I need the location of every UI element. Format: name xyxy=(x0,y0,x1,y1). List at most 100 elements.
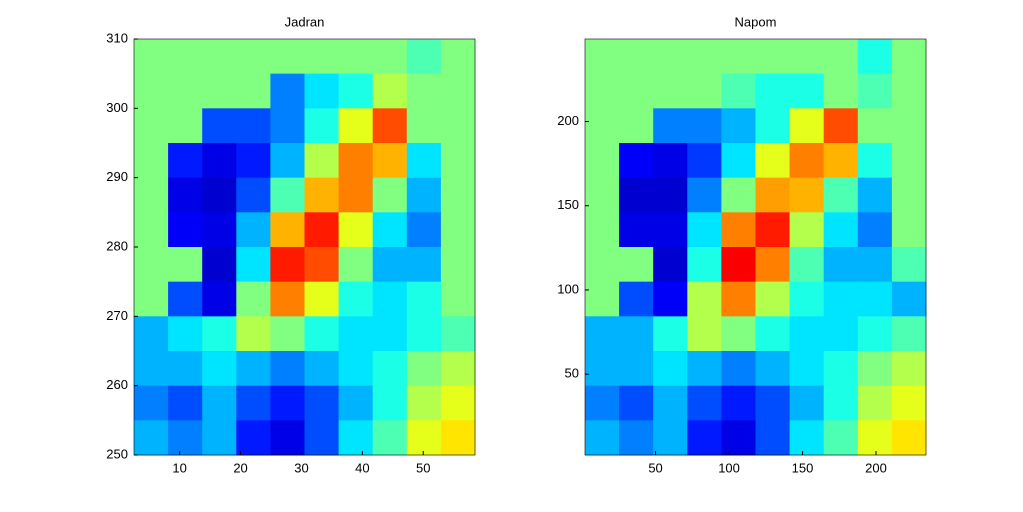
heat-cell xyxy=(406,351,442,387)
heat-cell xyxy=(789,143,825,179)
heat-cell xyxy=(687,385,722,421)
heat-cell xyxy=(338,212,374,248)
heat-cell xyxy=(270,247,305,283)
heat-cell xyxy=(789,212,825,248)
heat-cell xyxy=(134,177,169,213)
heat-cell xyxy=(619,143,654,179)
heat-cell xyxy=(304,39,340,75)
heat-cell xyxy=(134,316,169,352)
heat-cell xyxy=(823,177,859,213)
heat-cell xyxy=(687,212,722,248)
heat-cell xyxy=(202,420,237,456)
heat-cell xyxy=(406,316,442,352)
heat-cell xyxy=(585,316,620,352)
heat-cell xyxy=(687,108,722,144)
heat-cell xyxy=(270,420,305,456)
heat-cell xyxy=(168,316,203,352)
heat-cell xyxy=(755,385,791,421)
heat-cell xyxy=(236,247,271,283)
heat-cell xyxy=(755,39,791,75)
heat-cell xyxy=(755,212,791,248)
heat-cell xyxy=(653,143,688,179)
heat-cell xyxy=(619,177,654,213)
heat-cell xyxy=(857,177,893,213)
y-tick-label: 290 xyxy=(106,169,128,184)
heat-cell xyxy=(789,351,825,387)
heat-cell xyxy=(857,385,893,421)
heat-cell xyxy=(372,73,408,109)
heat-cell xyxy=(721,108,756,144)
heat-cell xyxy=(619,73,654,109)
heat-cell xyxy=(585,73,620,109)
heat-cell xyxy=(406,39,442,75)
plot-frame xyxy=(584,38,927,456)
heat-cell xyxy=(619,212,654,248)
heat-cell xyxy=(338,316,374,352)
heat-cell xyxy=(338,281,374,317)
heat-cell xyxy=(789,177,825,213)
heat-cell xyxy=(891,108,927,144)
heat-cell xyxy=(304,73,340,109)
heat-cell xyxy=(585,212,620,248)
heat-cell xyxy=(236,281,271,317)
heat-cell xyxy=(653,281,688,317)
heat-cell xyxy=(721,247,756,283)
heat-cell xyxy=(721,385,756,421)
heat-cell xyxy=(823,108,859,144)
heat-cell xyxy=(619,39,654,75)
heat-cell xyxy=(823,247,859,283)
heat-cell xyxy=(270,108,305,144)
heat-cell xyxy=(134,247,169,283)
heat-cell xyxy=(823,143,859,179)
heat-cell xyxy=(653,316,688,352)
heat-cell xyxy=(857,73,893,109)
heat-cell xyxy=(406,420,442,456)
heat-cell xyxy=(202,247,237,283)
heat-cell xyxy=(789,39,825,75)
heat-cell xyxy=(338,177,374,213)
x-tick-label: 150 xyxy=(792,460,814,475)
heat-cell xyxy=(789,316,825,352)
heat-cell xyxy=(755,420,791,456)
heat-cell xyxy=(789,247,825,283)
heat-cell xyxy=(304,108,340,144)
heat-cell xyxy=(270,177,305,213)
heat-cell xyxy=(687,73,722,109)
y-tick-label: 50 xyxy=(565,366,579,381)
heat-cell xyxy=(755,316,791,352)
heat-cell xyxy=(687,247,722,283)
heat-cell xyxy=(406,177,442,213)
heat-cell xyxy=(721,177,756,213)
y-tick-label: 270 xyxy=(106,308,128,323)
heat-cell xyxy=(585,420,620,456)
y-tick-label: 150 xyxy=(557,197,579,212)
heat-cell xyxy=(653,108,688,144)
heat-cell xyxy=(721,351,756,387)
heat-cell xyxy=(304,177,340,213)
heat-cell xyxy=(823,281,859,317)
heat-cell xyxy=(270,281,305,317)
heat-cell xyxy=(372,420,408,456)
y-tick-label: 310 xyxy=(106,30,128,45)
heat-cell xyxy=(789,420,825,456)
chart-title: Jadran xyxy=(285,14,325,29)
heat-cell xyxy=(585,351,620,387)
heat-cell xyxy=(372,247,408,283)
heat-cell xyxy=(891,316,927,352)
heat-cell xyxy=(338,247,374,283)
heat-cell xyxy=(440,177,476,213)
heat-cell xyxy=(202,143,237,179)
heat-cell xyxy=(202,212,237,248)
heat-cell xyxy=(755,108,791,144)
chart-title: Napom xyxy=(735,14,777,29)
heat-cell xyxy=(270,39,305,75)
heat-cell xyxy=(270,385,305,421)
heat-cell xyxy=(789,385,825,421)
x-tick-label: 100 xyxy=(718,460,740,475)
y-tick-label: 100 xyxy=(557,281,579,296)
heat-cell xyxy=(338,108,374,144)
heat-cell xyxy=(236,316,271,352)
heat-cell xyxy=(236,212,271,248)
heat-cell xyxy=(653,420,688,456)
heat-cell xyxy=(721,73,756,109)
